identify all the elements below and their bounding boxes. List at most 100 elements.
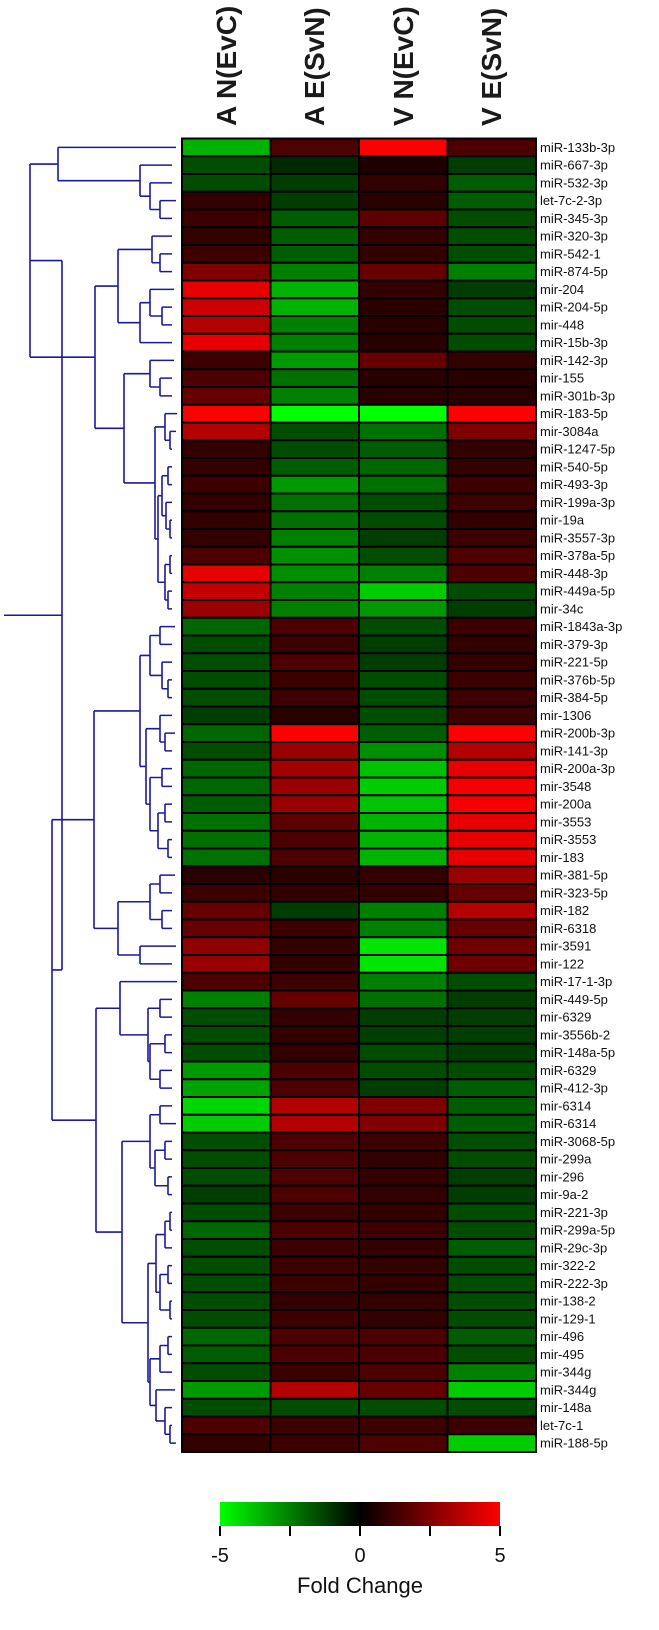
row-label: miR-874-5p: [540, 264, 608, 279]
heatmap-cell: [181, 137, 272, 158]
colorbar-tick-label-min: -5: [211, 1545, 229, 1567]
heatmap-cell: [181, 332, 272, 353]
heatmap-cell: [181, 847, 272, 868]
row-label: miR-381-5p: [540, 868, 608, 883]
heatmap-cell: [446, 563, 537, 584]
heatmap-cell: [446, 1078, 537, 1098]
heatmap-cell: [269, 1131, 360, 1152]
heatmap-cell: [358, 1362, 449, 1382]
heatmap-cell: [446, 1060, 537, 1081]
column-label-a-esvn: A E(SvN): [299, 7, 330, 126]
heatmap-cell: [269, 581, 360, 601]
heatmap-cell: [181, 1096, 272, 1116]
heatmap-cell: [269, 1096, 360, 1116]
row-label: miR-449a-5p: [540, 584, 615, 599]
heatmap-cell: [181, 457, 272, 477]
row-label: mir-9a-2: [540, 1187, 588, 1202]
heatmap-cell: [181, 812, 272, 832]
heatmap-cell: [181, 226, 272, 246]
heatmap-cell: [358, 350, 449, 371]
heatmap-cell: [269, 918, 360, 939]
heatmap-cell: [358, 1380, 449, 1400]
heatmap-cell: [358, 989, 449, 1010]
row-label: miR-3557-3p: [540, 530, 615, 545]
heatmap-cell: [181, 1433, 272, 1453]
heatmap-cell: [181, 1309, 272, 1329]
heatmap-cell: [181, 652, 272, 672]
row-label: mir-6314: [540, 1098, 591, 1113]
row-label: miR-299a-5p: [540, 1223, 615, 1238]
row-label: mir-3556b-2: [540, 1027, 610, 1042]
heatmap-cell: [358, 368, 449, 388]
heatmap-cell: [358, 190, 449, 211]
heatmap-cell: [358, 386, 449, 406]
heatmap-cell: [446, 492, 537, 513]
row-label: miR-542-1: [540, 246, 601, 261]
heatmap-cell: [446, 581, 537, 601]
heatmap-cell: [446, 155, 537, 175]
heatmap-cell: [269, 758, 360, 779]
heatmap-cell: [446, 1184, 537, 1205]
colorbar-gradient: [220, 1502, 500, 1526]
row-label: mir-448: [540, 317, 584, 332]
heatmap-cell: [269, 439, 360, 459]
heatmap-cell: [446, 687, 537, 708]
heatmap-cell: [358, 1255, 449, 1276]
row-label: mir-496: [540, 1329, 584, 1344]
row-label: miR-200a-3p: [540, 761, 615, 776]
heatmap-cell: [269, 1291, 360, 1311]
heatmap-cell: [358, 421, 449, 442]
heatmap-cell: [446, 1167, 537, 1187]
heatmap-cell: [181, 741, 272, 761]
row-label: miR-540-5p: [540, 459, 608, 474]
heatmap-cell: [446, 954, 537, 974]
heatmap-cell: [446, 1202, 537, 1223]
heatmap-cell: [358, 1096, 449, 1116]
heatmap-cell: [181, 315, 272, 335]
heatmap-cell: [446, 190, 537, 211]
heatmap-cell: [181, 1025, 272, 1045]
heatmap-cell: [181, 634, 272, 655]
heatmap-cell: [269, 1202, 360, 1223]
heatmap-cell: [181, 1184, 272, 1205]
colorbar: -5 0 5 Fold Change: [211, 1502, 506, 1598]
heatmap-cell: [446, 741, 537, 761]
heatmap-cell: [358, 439, 449, 459]
heatmap-cell: [358, 705, 449, 726]
heatmap-cell: [446, 1113, 537, 1134]
heatmap-cell: [446, 545, 537, 566]
heatmap-cell: [181, 492, 272, 513]
column-headers: A N(EvC) A E(SvN) V N(EvC) V E(SvN): [211, 6, 507, 126]
row-label: mir-204: [540, 282, 584, 297]
heatmap-cell: [181, 829, 272, 850]
heatmap-cell: [269, 883, 360, 903]
heatmap-cell: [358, 1291, 449, 1311]
heatmap-cell: [358, 1238, 449, 1258]
row-label: miR-222-3p: [540, 1276, 608, 1291]
heatmap-cell: [358, 687, 449, 708]
heatmap-cell: [181, 386, 272, 406]
heatmap-cell: [269, 261, 360, 282]
heatmap-cell: [446, 847, 537, 868]
heatmap-cell: [446, 1344, 537, 1365]
row-label: mir-3084a: [540, 424, 599, 439]
heatmap-cell: [446, 599, 537, 619]
heatmap-cell: [269, 421, 360, 442]
heatmap-cell: [446, 723, 537, 743]
heatmap-cell: [269, 741, 360, 761]
row-label: mir-495: [540, 1347, 584, 1362]
row-label: miR-449-5p: [540, 992, 608, 1007]
heatmap-cell: [446, 616, 537, 637]
column-label-v-nevc: V N(EvC): [388, 6, 419, 126]
row-label: miR-448-3p: [540, 566, 608, 581]
heatmap-cell: [269, 599, 360, 619]
row-label: miR-15b-3p: [540, 335, 608, 350]
heatmap-cell: [269, 705, 360, 726]
heatmap-cell: [446, 403, 537, 424]
heatmap-cell: [358, 1025, 449, 1045]
heatmap-cell: [269, 137, 360, 158]
heatmap-cell: [181, 1131, 272, 1152]
heatmap-cell: [269, 829, 360, 850]
heatmap-cell: [358, 616, 449, 637]
